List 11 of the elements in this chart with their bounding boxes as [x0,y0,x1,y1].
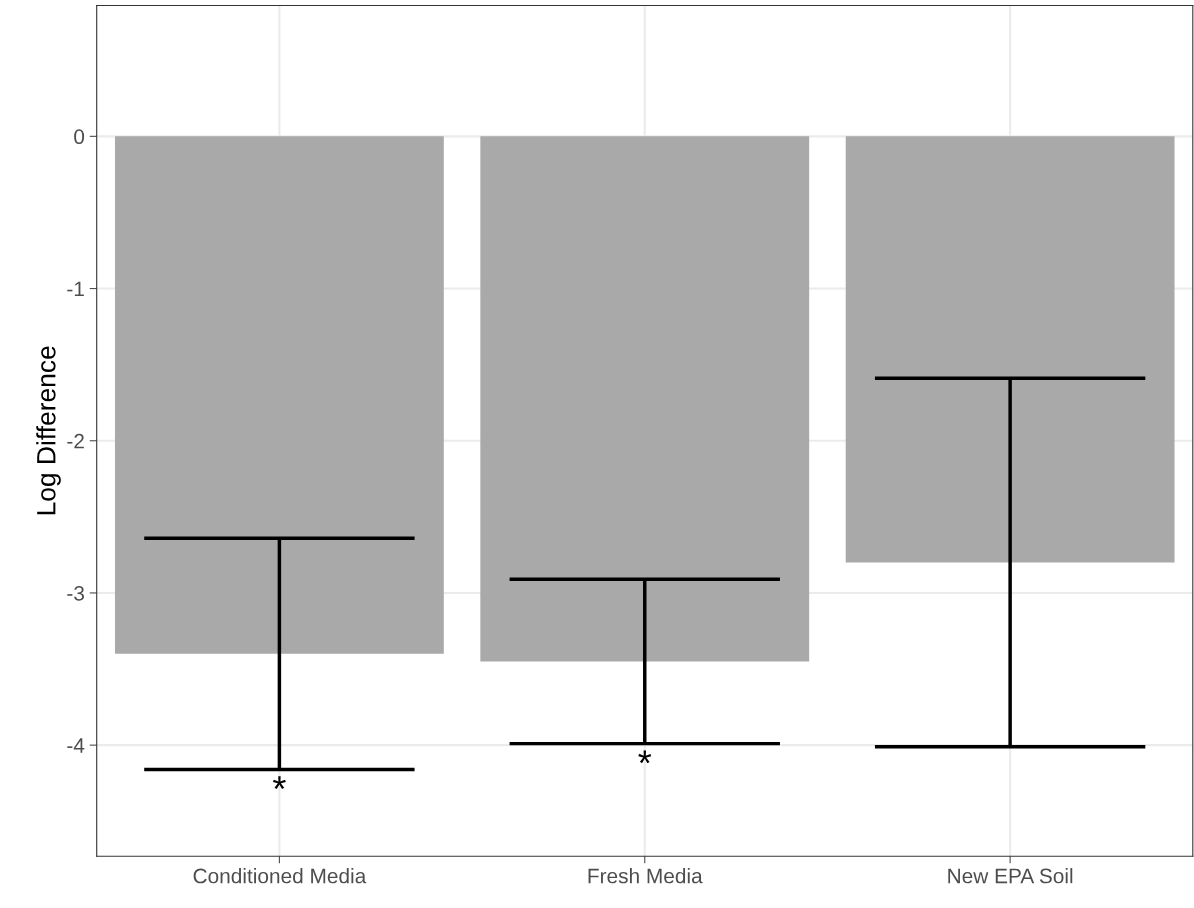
y-tick-label: -3 [67,585,84,601]
annotation: * [638,750,652,764]
y-tick-label: -1 [67,281,84,297]
x-tick-label: New EPA Soil [948,868,1073,884]
annotation: * [272,776,286,790]
x-tick-label: Fresh Media [588,868,703,884]
y-tick-label: -2 [67,433,84,449]
y-axis-title: Log Difference [36,346,61,515]
y-tick-label: 0 [74,129,85,145]
y-tick-label: -4 [67,738,85,753]
x-tick-label: Conditioned Media [193,868,367,884]
